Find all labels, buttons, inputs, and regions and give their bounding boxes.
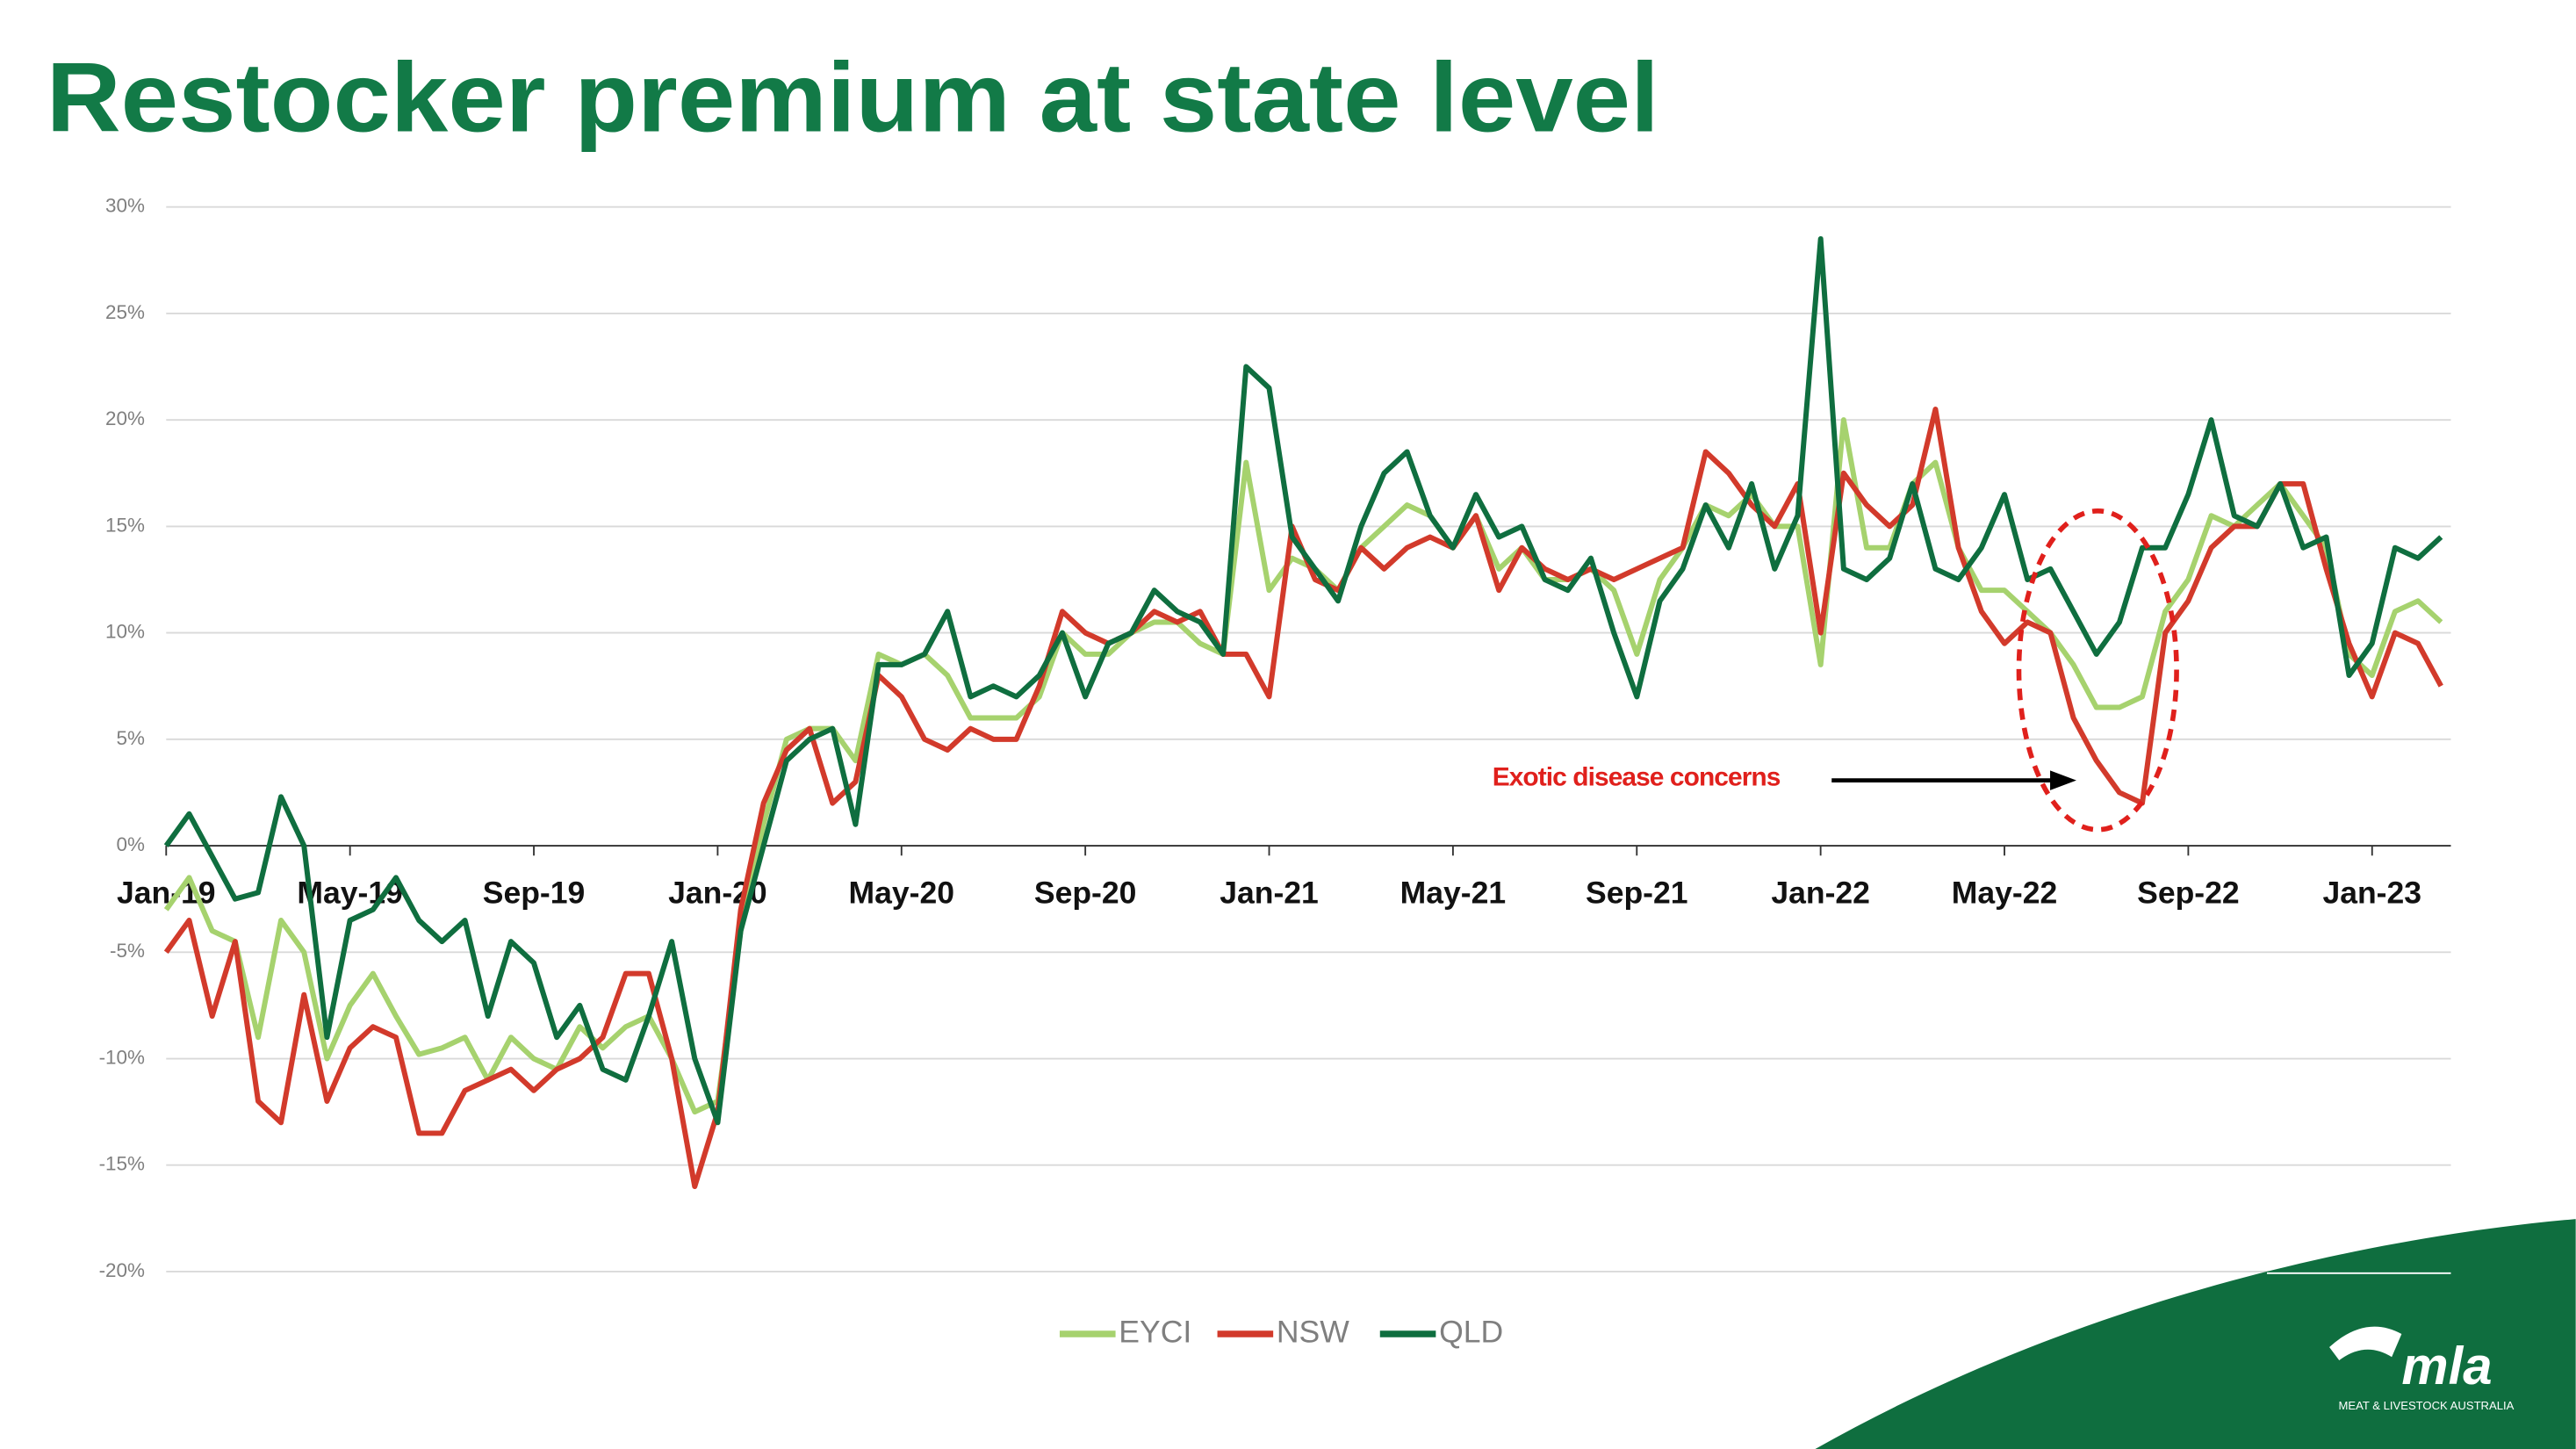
x-tick-label: May-22 [1952, 876, 2057, 911]
arrow-head [2050, 770, 2076, 790]
y-tick-label: 30% [105, 195, 145, 217]
y-tick-label: 15% [105, 514, 145, 536]
series-line [163, 236, 2443, 1126]
x-tick-label: Jan-21 [1220, 876, 1319, 911]
y-tick-label: 0% [117, 833, 145, 855]
y-tick-label: -15% [99, 1153, 145, 1175]
x-tick-label: Sep-20 [1034, 876, 1137, 911]
x-tick-label: May-21 [1400, 876, 1506, 911]
logo-subtitle: MEAT & LIVESTOCK AUSTRALIA [2338, 1399, 2514, 1412]
y-tick-label: -10% [99, 1046, 145, 1068]
x-tick-label: Sep-21 [1586, 876, 1688, 911]
logo-icon [2329, 1326, 2402, 1360]
logo-swoosh [1815, 1219, 2576, 1449]
x-tick-label: Jan-22 [1771, 876, 1870, 911]
legend-label: NSW [1277, 1314, 1349, 1349]
y-tick-label: 20% [105, 407, 145, 429]
x-tick-label: Sep-19 [483, 876, 586, 911]
x-tick-label: May-20 [849, 876, 954, 911]
chart-title: Restocker premium at state level [47, 41, 1659, 152]
x-tick-label: Jan-23 [2322, 876, 2421, 911]
legend-label: EYCI [1119, 1314, 1191, 1349]
logo-text: mla [2401, 1337, 2492, 1395]
annotation: Exotic disease concerns [1493, 763, 1781, 792]
y-tick-label: -5% [110, 940, 145, 962]
highlight-ellipse [2016, 508, 2179, 833]
series-line [163, 417, 2443, 1115]
y-tick-label: 25% [105, 301, 145, 323]
y-tick-label: 5% [117, 727, 145, 749]
y-tick-label: 10% [105, 621, 145, 643]
legend-label: QLD [1439, 1314, 1503, 1349]
y-tick-label: -20% [99, 1259, 145, 1281]
x-tick-label: Sep-22 [2137, 876, 2240, 911]
